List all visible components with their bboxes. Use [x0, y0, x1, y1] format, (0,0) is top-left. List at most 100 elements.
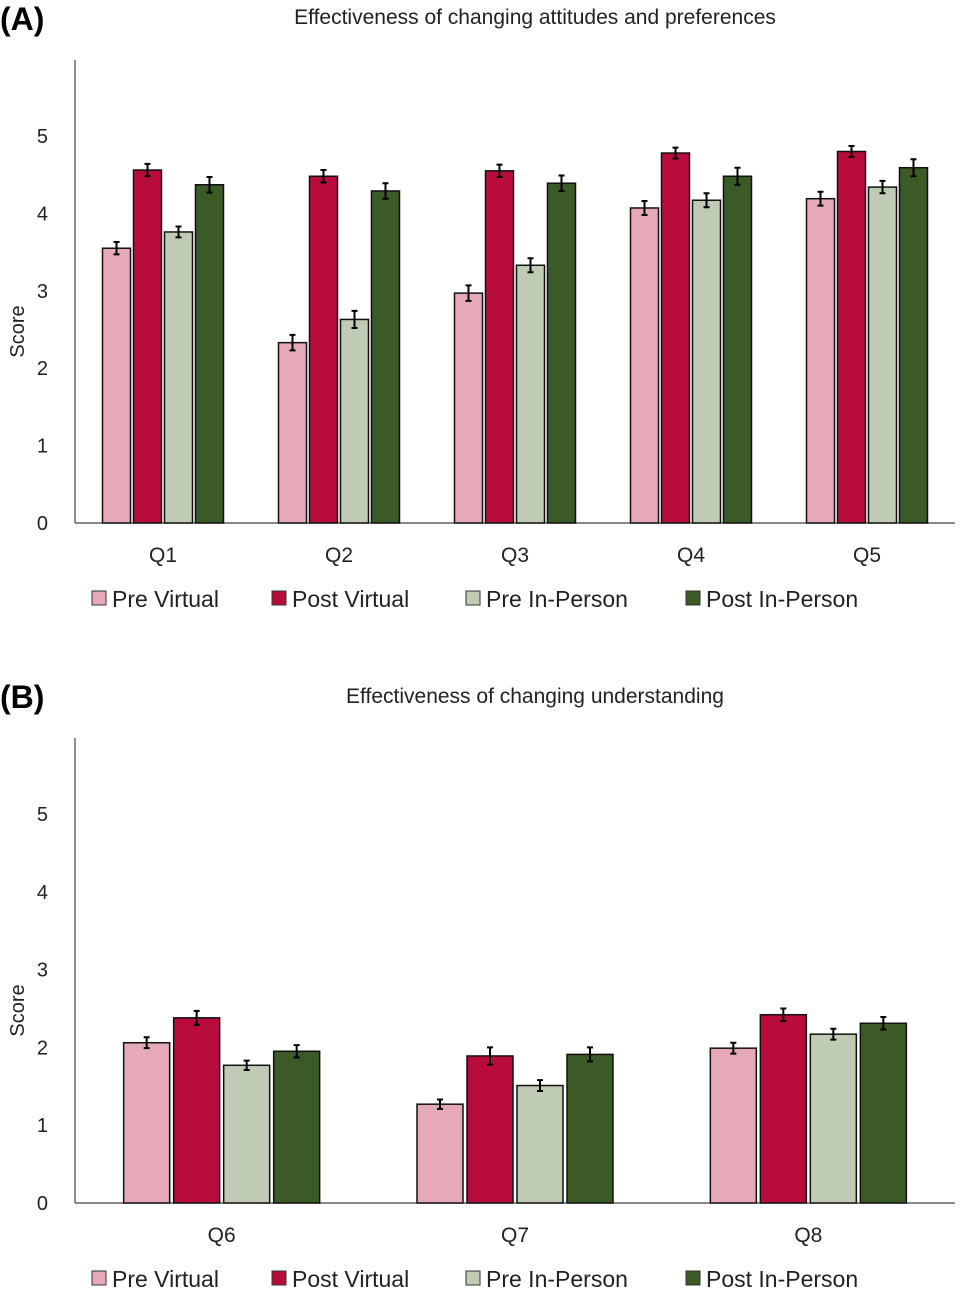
bar-Q5-pre-virtual [805, 197, 836, 524]
chart-title: Effectiveness of changing understanding [346, 685, 724, 708]
x-tick-label: Q6 [208, 1224, 236, 1247]
bar-Q2-post-in-person [370, 190, 401, 524]
y-tick-label: 1 [37, 1115, 48, 1137]
y-tick-label: 5 [37, 804, 48, 826]
chart-panel-A: (A) Effectiveness of changing attitudes a… [0, 1, 955, 612]
error-bar [817, 190, 824, 207]
error-bar [734, 166, 741, 186]
error-bar [527, 257, 534, 274]
bar-Q4-pre-virtual [629, 207, 660, 524]
error-bar [193, 1009, 200, 1026]
bar-Q7-pre-in-person [516, 1084, 564, 1204]
legend-item-post-virtual: Post Virtual [271, 1266, 409, 1292]
bar-Q3-post-in-person [546, 182, 577, 524]
bar-Q3-post-virtual [484, 170, 515, 524]
x-tick-label: Q8 [794, 1224, 822, 1247]
bar-Q6-post-virtual [172, 1017, 221, 1204]
error-bar [672, 146, 679, 160]
bar-Q4-post-in-person [722, 175, 753, 524]
y-tick-label: 5 [37, 126, 48, 148]
legend-label: Post In-Person [706, 1266, 858, 1292]
bar-Q2-pre-in-person [339, 318, 370, 524]
error-bar [703, 192, 710, 209]
legend-label: Pre In-Person [486, 1266, 628, 1292]
error-bar [143, 1036, 150, 1050]
legend-item-pre-virtual: Pre Virtual [91, 586, 219, 612]
error-bar [293, 1044, 300, 1059]
bar-Q5-post-virtual [836, 150, 867, 524]
error-bar [465, 284, 472, 302]
legend-label: Pre Virtual [112, 586, 219, 612]
bar-Q8-post-virtual [759, 1013, 808, 1204]
y-tick-label: 2 [37, 1037, 48, 1059]
bar-Q1-post-virtual [132, 169, 163, 524]
error-bar [243, 1059, 250, 1071]
bar-Q1-post-in-person [194, 184, 225, 524]
error-bar [780, 1007, 787, 1022]
error-bar [587, 1046, 593, 1063]
legend-swatch [685, 1270, 701, 1286]
bar-Q2-pre-virtual [277, 341, 308, 524]
y-tick-label: 0 [37, 1193, 48, 1215]
bar-Q6-post-in-person [272, 1050, 321, 1204]
x-tick-label: Q5 [853, 544, 881, 567]
y-tick-label: 2 [37, 358, 48, 380]
y-tick-label: 3 [37, 281, 48, 303]
legend-item-post-in-person: Post In-Person [685, 1266, 858, 1292]
chart-title: Effectiveness of changing attitudes and … [294, 6, 776, 29]
error-bar [206, 176, 213, 194]
legend-label: Post In-Person [706, 586, 858, 612]
bar-Q1-pre-in-person [163, 231, 194, 524]
bar-Q6-pre-virtual [122, 1041, 171, 1204]
legend-swatch [465, 1270, 481, 1286]
legend-swatch [685, 590, 701, 606]
error-bar [910, 158, 917, 178]
error-bar [289, 333, 296, 352]
error-bar [351, 309, 358, 329]
error-bar [437, 1098, 443, 1110]
y-axis-label: Score [7, 984, 29, 1036]
error-bar [848, 145, 855, 158]
bar-Q5-post-in-person [898, 166, 929, 524]
error-bar [558, 174, 565, 192]
bar-Q1-pre-virtual [101, 247, 132, 524]
y-axis-label: Score [7, 305, 29, 357]
error-bar [879, 179, 886, 195]
legend-label: Post Virtual [292, 1266, 409, 1292]
legend-item-pre-in-person: Pre In-Person [465, 586, 628, 612]
y-tick-label: 4 [37, 882, 48, 904]
y-tick-label: 0 [37, 513, 48, 535]
y-tick-label: 4 [37, 203, 48, 225]
error-bar [382, 182, 389, 200]
legend-label: Post Virtual [292, 586, 409, 612]
legend-label: Pre In-Person [486, 586, 628, 612]
bar-Q7-post-virtual [466, 1055, 514, 1204]
legend-swatch [465, 590, 481, 606]
legend-item-pre-virtual: Pre Virtual [91, 1266, 219, 1292]
x-tick-label: Q3 [501, 544, 529, 567]
y-tick-label: 3 [37, 960, 48, 982]
bar-Q7-pre-virtual [416, 1103, 464, 1204]
bar-Q4-pre-in-person [691, 199, 722, 524]
legend-item-post-virtual: Post Virtual [271, 586, 409, 612]
error-bar [830, 1027, 837, 1041]
bar-Q3-pre-in-person [515, 264, 546, 524]
bar-Q5-pre-in-person [867, 186, 898, 524]
panel-label: (B) [0, 679, 44, 715]
x-tick-label: Q1 [149, 544, 177, 567]
bar-Q4-post-virtual [660, 152, 691, 524]
x-tick-label: Q2 [325, 544, 353, 567]
error-bar [641, 200, 648, 216]
error-bar [113, 241, 120, 256]
bar-Q7-post-in-person [566, 1053, 614, 1204]
legend-swatch [91, 590, 107, 606]
bar-Q8-pre-virtual [709, 1047, 758, 1204]
y-tick-label: 1 [37, 436, 48, 458]
panel-label: (A) [0, 1, 44, 37]
chart-panel-B: (B) Effectiveness of changing understandi… [0, 679, 955, 1292]
legend-swatch [91, 1270, 107, 1286]
error-bar [175, 225, 182, 239]
bar-Q8-pre-in-person [809, 1033, 858, 1204]
bar-Q6-pre-in-person [222, 1064, 271, 1204]
